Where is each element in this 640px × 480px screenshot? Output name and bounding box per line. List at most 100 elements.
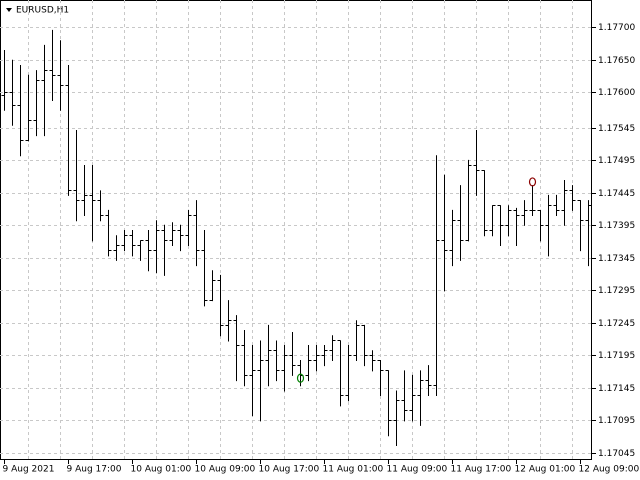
ohlc-bar [185,209,192,246]
ohlc-bar [473,129,480,196]
ohlc-bar [329,335,336,361]
ohlc-bar [449,209,456,267]
x-tick-label: 12 Aug 01:00 [515,465,576,475]
ohlc-bar [425,365,432,397]
ohlc-bar [209,270,216,302]
ohlc-bar [345,345,352,402]
y-tick-label: 1.17445 [598,189,635,199]
ohlc-bar [281,345,288,392]
ohlc-bar [241,330,248,387]
ohlc-bar [369,350,376,372]
ohlc-bar [89,165,96,242]
y-tick-label: 1.17650 [598,56,635,66]
trade-marker [296,373,305,383]
y-tick-label: 1.17600 [598,88,635,98]
x-tick-label: 11 Aug 17:00 [451,465,512,475]
y-tick-label: 1.17395 [598,221,635,231]
ohlc-bar [217,274,224,337]
ohlc-bar [401,370,408,422]
x-tick-label: 9 Aug 2021 [3,465,55,475]
ohlc-bar [537,209,544,242]
ohlc-bar [465,159,472,242]
ohlc-bar [81,165,88,217]
ohlc-bar [441,174,448,292]
ohlc-bar [489,205,496,237]
plot-frame [0,0,592,460]
ohlc-bar [41,44,48,137]
ohlc-bar [233,315,240,382]
ohlc-bar [433,155,440,397]
ohlc-bar [177,224,184,252]
ohlc-bar [169,222,176,246]
ohlc-bar [129,230,136,257]
ohlc-bar [305,345,312,382]
ohlc-bar [273,340,280,382]
y-tick-label: 1.17095 [598,416,635,426]
ohlc-bar [513,207,520,246]
ohlc-bar [385,370,392,437]
x-tick-label: 10 Aug 17:00 [259,465,320,475]
ohlc-bar [353,320,360,361]
ohlc-bar [97,190,104,222]
ohlc-bar [137,240,144,261]
ohlc-bar [497,205,504,246]
ohlc-bar [561,179,568,226]
ohlc-bar [393,390,400,447]
ohlc-bar [545,194,552,257]
ohlc-bar [65,64,72,196]
ohlc-bar [529,185,536,217]
ohlc-bar [313,345,320,372]
ohlc-bar [33,70,40,137]
trade-marker [528,177,537,187]
ohlc-bar [73,129,80,222]
y-tick-label: 1.17295 [598,286,635,296]
ohlc-bar [257,340,264,422]
ohlc-bar [377,359,384,397]
x-tick-label: 10 Aug 09:00 [195,465,256,475]
ohlc-bar [25,74,32,142]
ohlc-bar [505,205,512,237]
ohlc-bar [105,209,112,257]
y-tick-label: 1.17495 [598,156,635,166]
y-tick-label: 1.17345 [598,254,635,264]
y-tick-label: 1.17195 [598,351,635,361]
ohlc-bar [17,64,24,157]
ohlc-bar [361,324,368,367]
ohlc-bar [121,230,128,252]
ohlc-bar [193,200,200,267]
ohlc-bar [409,374,416,422]
ohlc-bar [57,40,64,111]
ohlc-bar [585,200,592,267]
ohlc-bar [265,324,272,387]
ohlc-bar [569,185,576,211]
symbol-menu-icon[interactable] [6,8,12,12]
ohlc-bar [337,340,344,407]
ohlc-bar [249,345,256,417]
ohlc-bar [577,200,584,252]
ohlc-bar [1,50,8,111]
chart-title: EURUSD,H1 [16,6,69,16]
ohlc-bar [521,200,528,226]
ohlc-bar [161,224,168,276]
ohlc-bar [113,235,120,261]
ohlc-bar [321,345,328,367]
ohlc-bar [201,230,208,307]
ohlc-bar [9,59,16,126]
ohlc-bar [417,370,424,426]
y-tick-label: 1.17145 [598,384,635,394]
x-tick-label: 10 Aug 01:00 [131,465,192,475]
ohlc-bar [225,300,232,342]
x-tick-label: 12 Aug 09:00 [579,465,640,475]
ohlc-bar [553,194,560,217]
x-tick-label: 11 Aug 09:00 [387,465,448,475]
x-tick-label: 11 Aug 01:00 [323,465,384,475]
y-tick-label: 1.17245 [598,319,635,329]
y-tick-label: 1.17545 [598,124,635,134]
x-tick-label: 9 Aug 17:00 [67,465,122,475]
ohlc-bar [289,332,296,376]
ohlc-bar [145,230,152,272]
y-tick-label: 1.17045 [598,449,635,459]
ohlc-bar [457,185,464,261]
